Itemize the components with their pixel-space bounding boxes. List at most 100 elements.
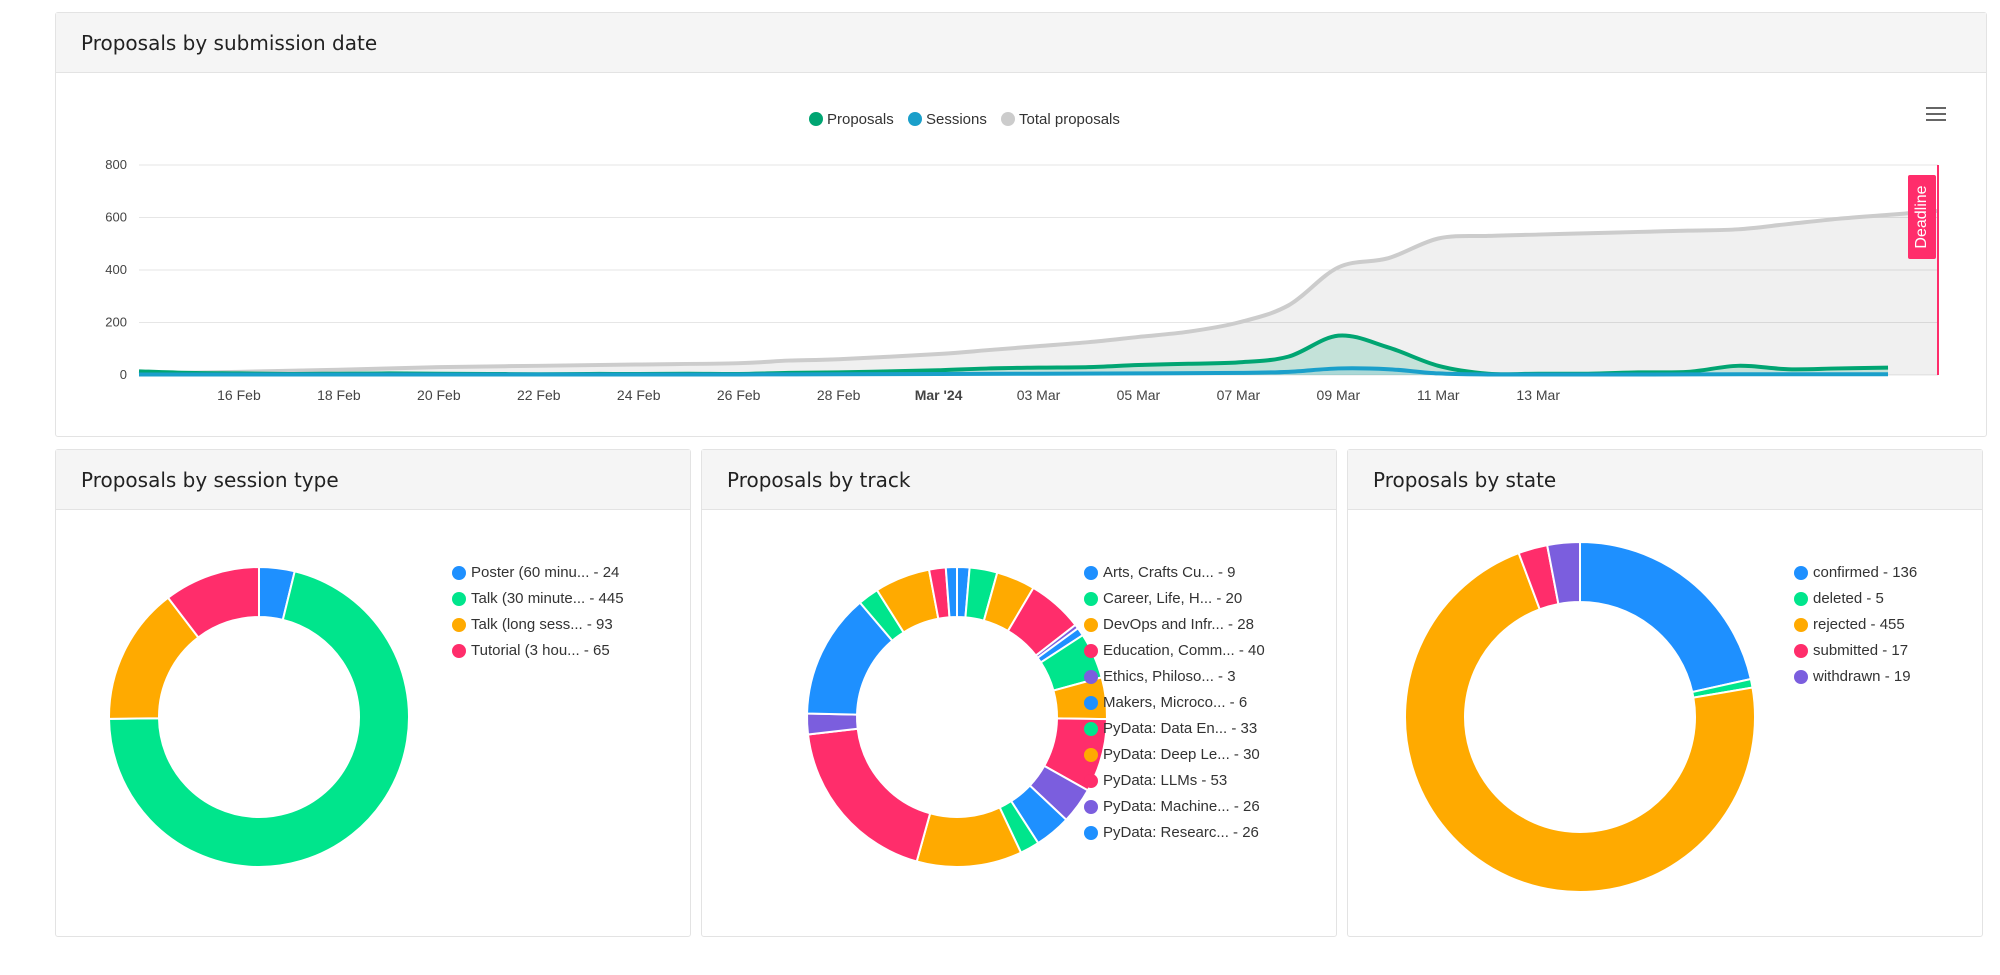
track-card: Proposals by track Arts, Crafts Cu... - … xyxy=(701,449,1337,937)
legend-marker xyxy=(1084,591,1098,606)
legend-marker xyxy=(1084,721,1098,736)
legend-label: PyData: Data En... - 33 xyxy=(1103,720,1258,737)
pie-slice xyxy=(1545,540,1581,606)
legend-item[interactable]: Education, Comm... - 40 xyxy=(1084,642,1265,659)
legend-item[interactable]: deleted - 5 xyxy=(1794,590,1884,607)
legend-label: Tutorial (3 hou... - 65 xyxy=(471,642,610,659)
legend-item[interactable]: Arts, Crafts Cu... - 9 xyxy=(1084,564,1236,581)
session-type-donut-chart xyxy=(107,565,410,868)
legend-label: PyData: LLMs - 53 xyxy=(1103,772,1228,789)
legend-item[interactable]: withdrawn - 19 xyxy=(1794,668,1911,685)
legend-marker xyxy=(1084,799,1098,814)
legend-item[interactable]: PyData: Data En... - 33 xyxy=(1084,720,1257,737)
hamburger-menu-icon[interactable] xyxy=(1926,103,1946,125)
legend-item[interactable]: Tutorial (3 hou... - 65 xyxy=(452,642,610,659)
legend-label: Ethics, Philoso... - 3 xyxy=(1103,668,1236,685)
sessions-series-line xyxy=(138,366,1889,377)
legend-item[interactable]: Poster (60 minu... - 24 xyxy=(452,564,619,581)
x-tick-label: 20 Feb xyxy=(417,387,461,403)
legend-label: Proposals xyxy=(827,111,894,128)
card-title: Proposals by track xyxy=(702,450,1336,510)
x-tick-label: 26 Feb xyxy=(717,387,761,403)
track-donut-chart xyxy=(806,565,1108,868)
x-tick-label: 11 Mar xyxy=(1417,387,1460,403)
legend-label: Poster (60 minu... - 24 xyxy=(471,564,620,581)
pie-slice xyxy=(1579,540,1753,694)
y-tick-label: 0 xyxy=(120,367,127,382)
legend-item[interactable]: PyData: Deep Le... - 30 xyxy=(1084,746,1260,763)
legend-item[interactable]: rejected - 455 xyxy=(1794,616,1905,633)
legend-marker xyxy=(1084,773,1098,788)
pie-slice xyxy=(1404,551,1756,893)
legend-label: PyData: Machine... - 26 xyxy=(1103,798,1260,815)
legend-label: Total proposals xyxy=(1019,111,1120,128)
legend-label: Talk (30 minute... - 445 xyxy=(471,590,624,607)
legend-item[interactable]: submitted - 17 xyxy=(1794,642,1908,659)
x-tick-label: Mar '24 xyxy=(915,387,963,403)
card-title: Proposals by session type xyxy=(56,450,690,510)
total-proposals-series-line xyxy=(138,208,1939,376)
y-tick-label: 200 xyxy=(105,315,127,330)
legend-item[interactable]: Ethics, Philoso... - 3 xyxy=(1084,668,1236,685)
legend-label: Career, Life, H... - 20 xyxy=(1103,590,1243,607)
card-title: Proposals by state xyxy=(1348,450,1982,510)
legend-marker xyxy=(1084,695,1098,710)
submission-date-chart: 0 200 400 600 800 16 Feb 18 Feb 20 Feb 22 Feb 24 … xyxy=(105,111,1939,403)
legend-marker xyxy=(1084,825,1098,840)
x-tick-label: 28 Feb xyxy=(817,387,861,403)
legend-item[interactable]: PyData: LLMs - 53 xyxy=(1084,772,1227,789)
legend-label: Makers, Microco... - 6 xyxy=(1103,694,1248,711)
legend-marker xyxy=(1084,643,1098,658)
pie-slice xyxy=(166,565,260,639)
legend-label: confirmed - 136 xyxy=(1813,564,1918,581)
legend-marker xyxy=(452,591,466,606)
deadline-label: Deadline xyxy=(1913,185,1930,248)
legend-marker xyxy=(1794,617,1808,632)
deadline-tag xyxy=(1908,175,1936,259)
legend-marker xyxy=(1794,591,1808,606)
legend-item[interactable]: confirmed - 136 xyxy=(1794,564,1917,581)
legend-marker xyxy=(1084,617,1098,632)
legend-item[interactable]: PyData: Researc... - 26 xyxy=(1084,824,1259,841)
submission-date-card: Proposals by submission date 0 200 400 600 8… xyxy=(55,12,1987,437)
legend-label: Education, Comm... - 40 xyxy=(1103,642,1265,659)
legend-label: deleted - 5 xyxy=(1813,590,1884,607)
legend-item[interactable]: Talk (long sess... - 93 xyxy=(452,616,613,633)
x-tick-label: 05 Mar xyxy=(1117,387,1161,403)
legend-marker xyxy=(452,617,466,632)
legend-marker xyxy=(809,112,823,126)
legend-marker xyxy=(1794,643,1808,658)
legend-label: PyData: Researc... - 26 xyxy=(1103,824,1259,841)
pie-slice xyxy=(944,565,958,619)
proposals-area xyxy=(139,335,1889,375)
x-tick-label: 09 Mar xyxy=(1317,387,1361,403)
y-tick-label: 800 xyxy=(105,157,127,172)
legend-label: Talk (long sess... - 93 xyxy=(471,616,613,633)
total-proposals-area xyxy=(139,210,1938,375)
legend-item[interactable]: Career, Life, H... - 20 xyxy=(1084,590,1242,607)
x-tick-label: 13 Mar xyxy=(1516,387,1560,403)
legend-label: Sessions xyxy=(926,111,987,128)
state-donut-chart xyxy=(1404,540,1756,893)
legend-item[interactable]: Makers, Microco... - 6 xyxy=(1084,694,1247,711)
x-tick-label: 03 Mar xyxy=(1017,387,1061,403)
card-title: Proposals by submission date xyxy=(56,13,1986,73)
session-type-card: Proposals by session type Poster (60 min… xyxy=(55,449,691,937)
legend-marker xyxy=(1084,747,1098,762)
legend-marker xyxy=(452,565,466,580)
pie-slice xyxy=(806,727,932,863)
legend-label: submitted - 17 xyxy=(1813,642,1909,659)
x-tick-label: 18 Feb xyxy=(317,387,361,403)
legend-marker xyxy=(1794,669,1808,684)
legend-marker xyxy=(908,112,922,126)
legend-item[interactable]: DevOps and Infr... - 28 xyxy=(1084,616,1254,633)
legend-item[interactable]: Talk (30 minute... - 445 xyxy=(452,590,624,607)
legend-marker xyxy=(1794,565,1808,580)
x-tick-label: 24 Feb xyxy=(617,387,661,403)
legend-marker xyxy=(1084,669,1098,684)
legend-label: Arts, Crafts Cu... - 9 xyxy=(1103,564,1236,581)
y-tick-label: 600 xyxy=(105,210,127,225)
legend-label: withdrawn - 19 xyxy=(1813,668,1911,685)
legend-item[interactable]: PyData: Machine... - 26 xyxy=(1084,798,1260,815)
legend-label: rejected - 455 xyxy=(1813,616,1905,633)
